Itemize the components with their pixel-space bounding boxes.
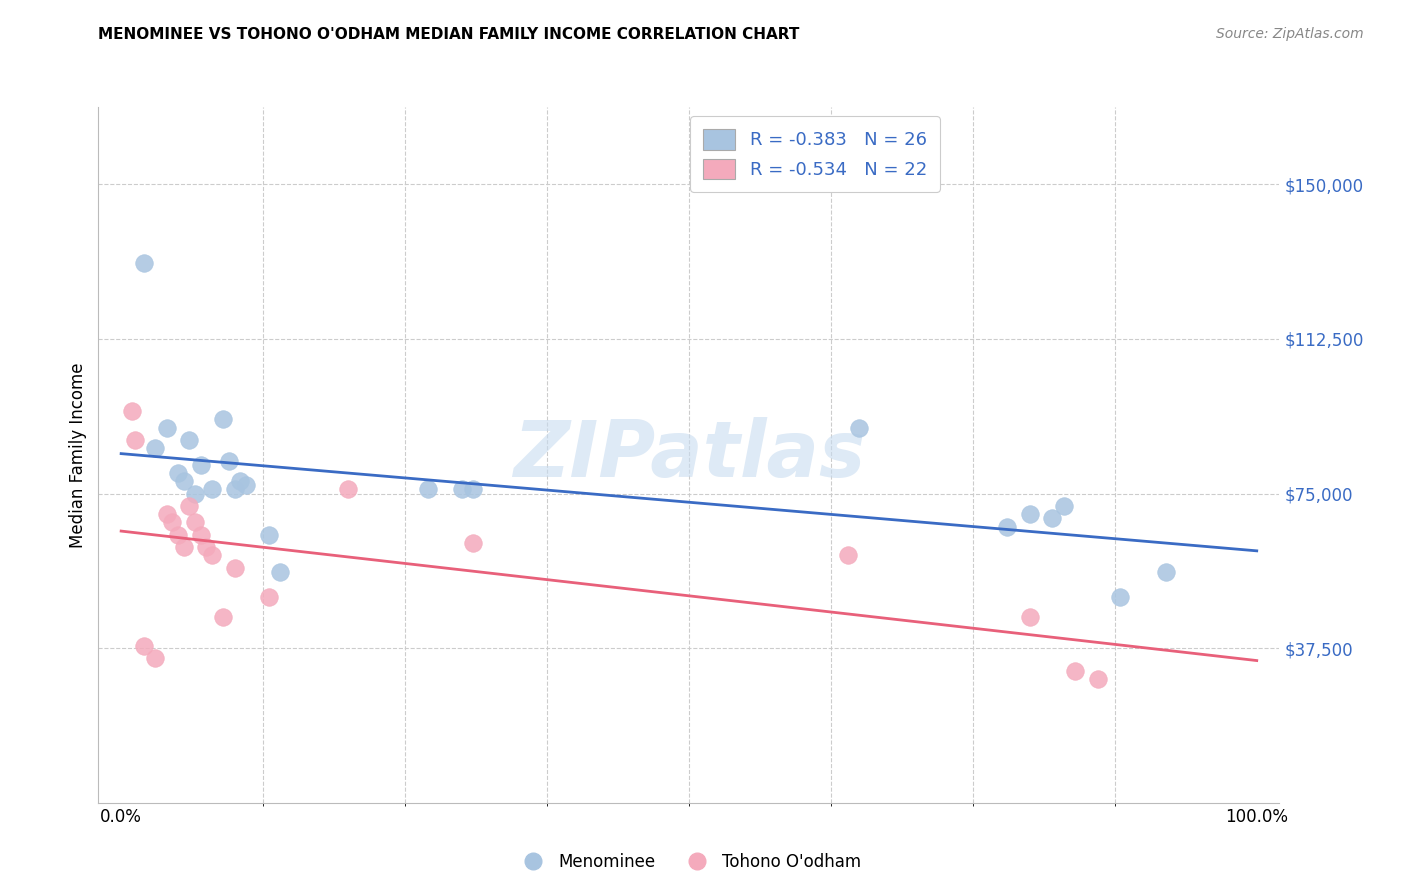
Point (155, 420, 177, 434)
Point (257, 528, 280, 542)
Point (143, 651, 166, 665)
Point (167, 466, 190, 480)
Point (201, 549, 224, 563)
Point (124, 433, 146, 447)
Point (1109, 590, 1132, 604)
Point (416, 483, 439, 497)
Point (184, 516, 207, 530)
Point (450, 483, 472, 497)
Point (143, 441, 166, 455)
Point (837, 549, 859, 563)
Text: ZIPatlas: ZIPatlas (513, 417, 865, 493)
Point (995, 519, 1018, 533)
Point (337, 483, 360, 497)
Point (173, 474, 195, 488)
Point (121, 404, 143, 418)
Point (1064, 664, 1087, 678)
Point (229, 474, 252, 488)
Point (1040, 511, 1063, 525)
Point (179, 499, 201, 513)
Legend: Menominee, Tohono O'odham: Menominee, Tohono O'odham (510, 847, 868, 878)
Point (179, 433, 201, 447)
Point (132, 639, 155, 653)
Point (132, 255, 155, 269)
Point (218, 453, 240, 467)
Point (201, 483, 224, 497)
Point (155, 507, 177, 521)
Point (848, 420, 870, 434)
Point (1087, 672, 1109, 686)
Point (224, 483, 246, 497)
Point (235, 478, 257, 492)
Point (1154, 565, 1177, 579)
Point (1018, 610, 1040, 624)
Point (212, 412, 235, 426)
Y-axis label: Median Family Income: Median Family Income (69, 362, 87, 548)
Point (167, 528, 190, 542)
Point (212, 610, 235, 624)
Point (224, 561, 246, 575)
Point (257, 590, 280, 604)
Point (173, 540, 195, 554)
Point (190, 458, 212, 472)
Point (190, 528, 212, 542)
Text: MENOMINEE VS TOHONO O'ODHAM MEDIAN FAMILY INCOME CORRELATION CHART: MENOMINEE VS TOHONO O'ODHAM MEDIAN FAMIL… (98, 27, 800, 42)
Point (269, 565, 291, 579)
Point (162, 516, 183, 530)
Text: Source: ZipAtlas.com: Source: ZipAtlas.com (1216, 27, 1364, 41)
Point (463, 536, 485, 550)
Point (1053, 499, 1076, 513)
Point (463, 483, 485, 497)
Point (184, 486, 207, 500)
Point (1018, 507, 1040, 521)
Point (195, 540, 218, 554)
